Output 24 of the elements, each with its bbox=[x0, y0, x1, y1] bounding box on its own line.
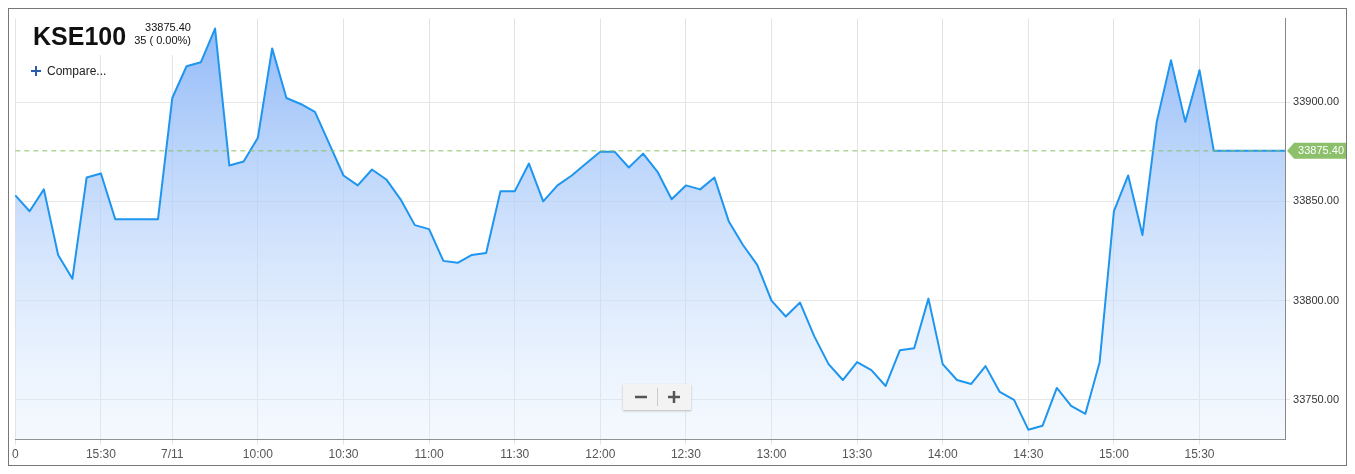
x-tick-label: 12:00 bbox=[585, 447, 616, 462]
x-tick-label: 15:30 bbox=[1184, 447, 1215, 462]
x-tick-label: 14:00 bbox=[927, 447, 959, 462]
x-tick-label: 14:30 bbox=[1013, 447, 1044, 462]
x-tick-label: 10:00 bbox=[242, 447, 274, 462]
y-tick-label: 33750.00 bbox=[1293, 392, 1340, 405]
x-tick-label: 11:00 bbox=[414, 447, 444, 462]
y-tick-label: 33800.00 bbox=[1293, 293, 1340, 306]
y-tick-label: 33900.00 bbox=[1293, 95, 1340, 108]
y-tick-label: 33850.00 bbox=[1293, 194, 1340, 207]
chart-subtitle: 33875.40 bbox=[144, 21, 191, 34]
x-tick-label: 13:30 bbox=[842, 447, 873, 462]
x-tick-label: 7/11 bbox=[161, 447, 184, 462]
x-tick-label: 15:30 bbox=[85, 447, 117, 462]
annotation: Compare... bbox=[47, 64, 107, 78]
ref-line-label: 33875.40 bbox=[1298, 143, 1345, 156]
x-tick-label: 0 bbox=[11, 447, 19, 462]
x-tick-label: 15:00 bbox=[1098, 447, 1130, 462]
x-tick-label: 13:00 bbox=[756, 447, 787, 462]
chart-title: KSE100 bbox=[33, 21, 127, 51]
x-tick-label: 11:30 bbox=[500, 447, 530, 462]
annotation: 35 ( 0.00%) bbox=[134, 34, 191, 47]
x-tick-label: 12:30 bbox=[670, 447, 702, 462]
x-tick-label: 10:30 bbox=[328, 447, 359, 462]
